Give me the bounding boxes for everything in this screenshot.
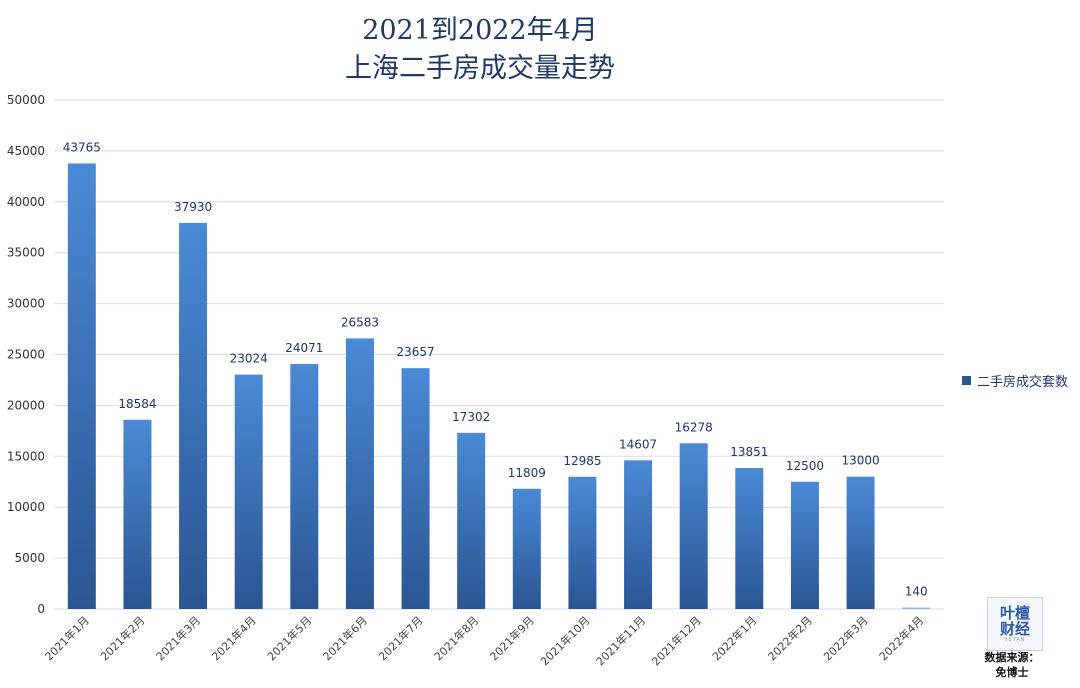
x-tick-label: 2021年4月: [209, 613, 259, 663]
x-tick-label: 2021年3月: [153, 613, 203, 663]
bar: [624, 460, 653, 609]
bar: [345, 338, 374, 609]
bars: [67, 163, 931, 610]
data-label: 13851: [730, 445, 768, 459]
y-tick-label: 45000: [7, 144, 45, 158]
data-label: 23657: [396, 345, 434, 359]
bar: [457, 432, 486, 609]
y-tick-label: 5000: [14, 551, 45, 565]
x-tick-label: 2021年10月: [537, 613, 592, 668]
x-tick-label: 2021年11月: [593, 613, 648, 668]
data-label: 11809: [508, 466, 546, 480]
source-label: 数据来源：: [984, 651, 1040, 664]
chart-title-line-2: 上海二手房成交量走势: [345, 53, 615, 84]
x-tick-label: 2022年2月: [765, 613, 815, 663]
y-tick-label: 20000: [7, 398, 45, 412]
x-tick-label: 2021年5月: [264, 613, 314, 663]
bar: [179, 222, 208, 609]
y-axis: 0 5000 10000 15000 20000 25000 30000 35000 40000…: [7, 93, 45, 616]
bar: [735, 467, 764, 609]
source-value: 免博士: [995, 666, 1029, 679]
x-axis: 2021年1月 2021年2月 2021年3月 2021年4月 2021年5月 2021年…: [42, 613, 927, 668]
legend-label: 二手房成交套数: [977, 375, 1069, 390]
x-tick-label: 2022年3月: [820, 613, 870, 663]
data-label: 26583: [341, 315, 379, 329]
x-tick-label: 2021年9月: [487, 613, 537, 663]
y-tick-label: 15000: [7, 449, 45, 463]
y-tick-label: 0: [37, 602, 45, 616]
bar: [290, 363, 319, 609]
data-label: 18584: [118, 397, 156, 411]
y-tick-label: 35000: [7, 246, 45, 260]
logo-text-top: 叶檀: [999, 604, 1030, 622]
x-tick-label: 2022年1月: [709, 613, 759, 663]
bar: [512, 488, 541, 609]
data-label: 23024: [230, 352, 268, 366]
legend: 二手房成交套数: [962, 371, 1068, 390]
x-tick-label: 2022年4月: [876, 613, 926, 663]
bar: [846, 476, 875, 609]
bar: [679, 443, 708, 609]
logo-text-bottom: 财经: [999, 620, 1030, 638]
x-tick-label: 2021年12月: [649, 613, 704, 668]
brand-logo: 叶檀 财经 YETAN: [987, 597, 1043, 651]
data-label: 12500: [786, 459, 824, 473]
bar: [234, 374, 263, 609]
data-label: 17302: [452, 410, 490, 424]
y-tick-label: 30000: [7, 297, 45, 311]
data-labels: 43765 18584 37930 23024 24071 26583 23657 17302…: [63, 140, 928, 598]
data-label: 24071: [285, 341, 323, 355]
bar: [568, 476, 597, 609]
bar: [123, 419, 152, 609]
x-tick-label: 2021年1月: [42, 613, 92, 663]
y-tick-label: 50000: [7, 93, 45, 107]
y-tick-label: 10000: [7, 500, 45, 514]
data-label: 13000: [841, 454, 879, 468]
data-label: 37930: [174, 200, 212, 214]
logo-text-tiny: YETAN: [1004, 637, 1026, 643]
x-tick-label: 2021年2月: [97, 613, 147, 663]
bar: [902, 607, 931, 609]
data-source-note: 数据来源： 免博士: [960, 650, 1064, 680]
x-tick-label: 2021年6月: [320, 613, 370, 663]
bar: [67, 163, 96, 610]
bar: [790, 481, 819, 609]
bar: [401, 368, 430, 609]
data-label: 140: [905, 585, 928, 599]
data-label: 14607: [619, 437, 657, 451]
legend-swatch: [962, 376, 971, 385]
y-tick-label: 25000: [7, 348, 45, 362]
chart-title-line-1: 2021到2022年4月: [362, 15, 598, 46]
data-label: 12985: [563, 454, 601, 468]
x-tick-label: 2021年7月: [375, 613, 425, 663]
data-label: 16278: [675, 420, 713, 434]
y-tick-label: 40000: [7, 195, 45, 209]
x-tick-label: 2021年8月: [431, 613, 481, 663]
data-label: 43765: [63, 140, 101, 154]
